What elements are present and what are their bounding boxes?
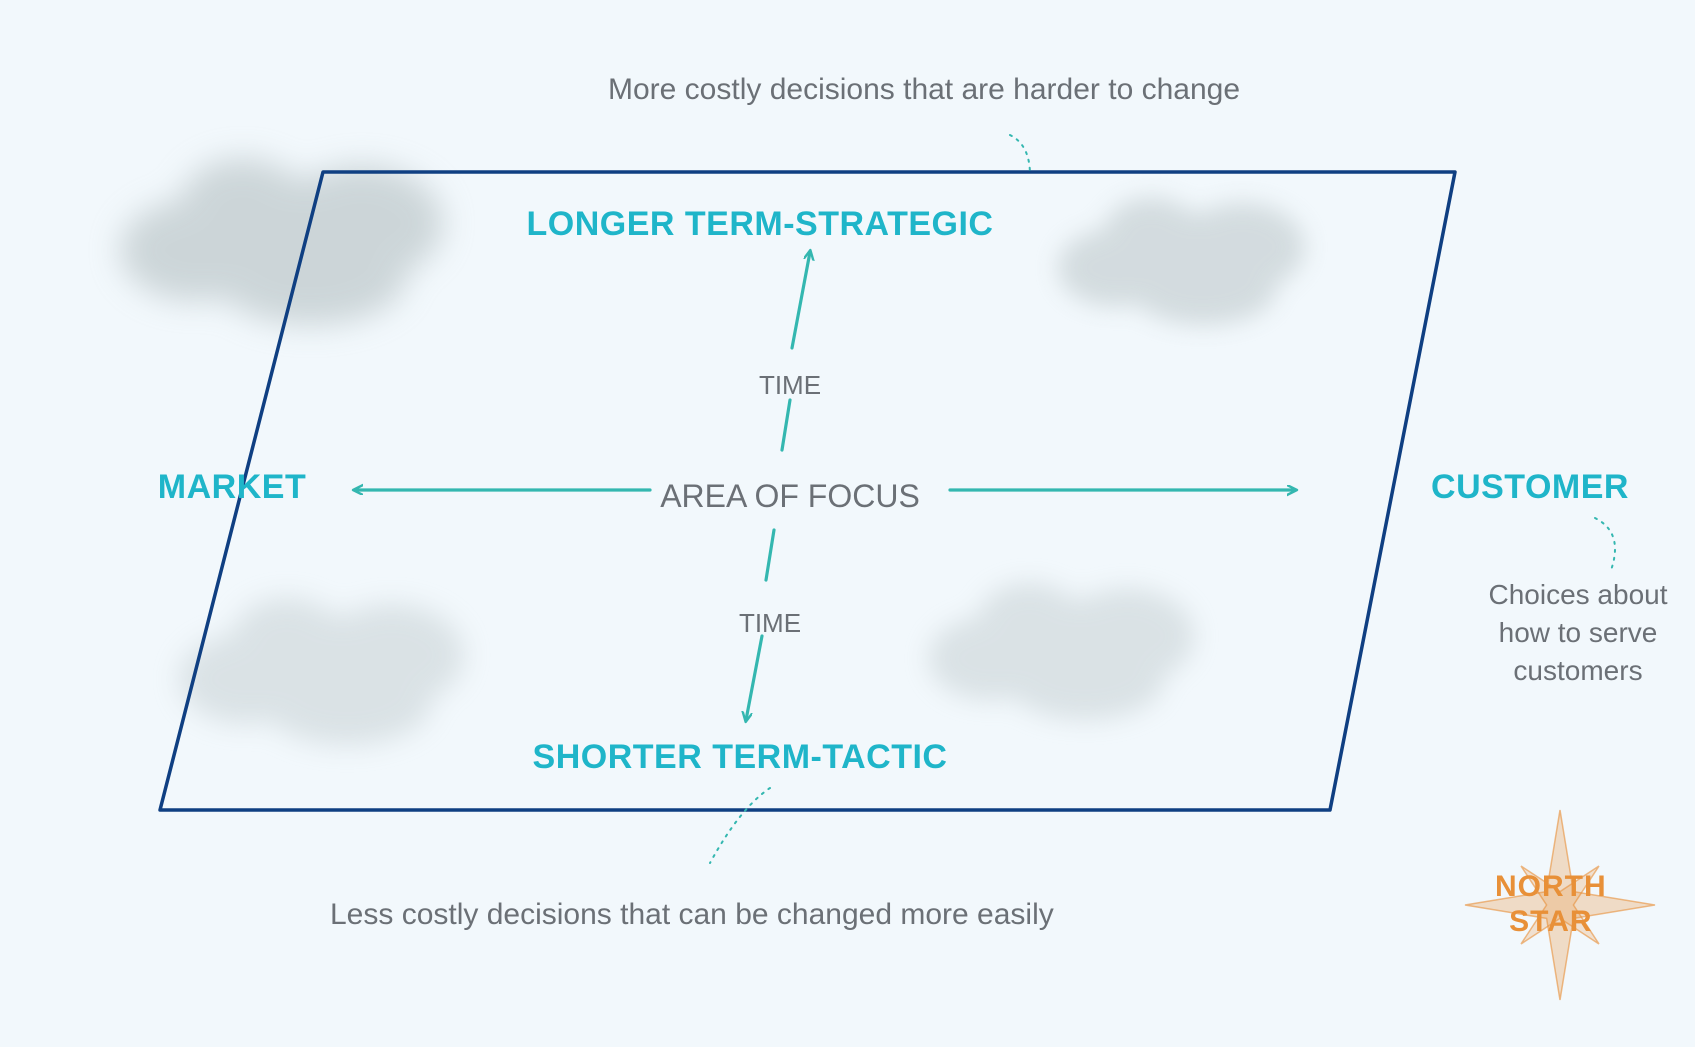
label-customer: CUSTOMER xyxy=(1431,468,1629,507)
north-star-line1: NORTH xyxy=(1495,870,1607,905)
annotation-customer: Choices about how to serve customers xyxy=(1478,576,1678,689)
label-area-of-focus: AREA OF FOCUS xyxy=(660,478,920,515)
arrows-layer xyxy=(0,0,1695,1047)
parallelogram-frame xyxy=(0,0,1695,1047)
north-star-line2: STAR xyxy=(1495,905,1607,940)
label-shorter-term-tactic: SHORTER TERM-TACTIC xyxy=(533,738,948,777)
label-longer-term-strategic: LONGER TERM-STRATEGIC xyxy=(527,205,994,244)
diagram-canvas: LONGER TERM-STRATEGIC SHORTER TERM-TACTI… xyxy=(0,0,1695,1047)
label-time-upper: TIME xyxy=(759,370,821,401)
label-time-lower: TIME xyxy=(739,608,801,639)
label-north-star: NORTH STAR xyxy=(1495,870,1607,939)
annotation-bottom: Less costly decisions that can be change… xyxy=(330,895,1054,936)
annotation-top: More costly decisions that are harder to… xyxy=(608,70,1240,111)
clouds-layer xyxy=(0,0,1695,1047)
label-market: MARKET xyxy=(158,468,306,507)
